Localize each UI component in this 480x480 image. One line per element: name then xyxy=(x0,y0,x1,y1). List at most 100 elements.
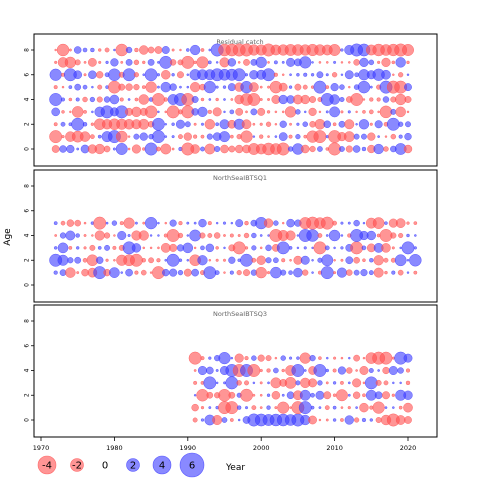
residual-bubble xyxy=(240,130,253,143)
residual-bubble xyxy=(183,268,192,277)
y-tick-label: 2 xyxy=(24,122,31,126)
residual-bubble xyxy=(82,257,88,263)
residual-bubble xyxy=(125,46,133,54)
legend-label: 2 xyxy=(130,461,136,472)
y-axis-3: 0 2 4 6 8 xyxy=(24,319,34,422)
residual-bubble xyxy=(280,269,287,276)
residual-bubble xyxy=(340,246,344,250)
residual-bubble xyxy=(113,258,116,262)
residual-bubble xyxy=(296,72,300,77)
residual-bubble xyxy=(60,121,66,127)
y-tick-label: 6 xyxy=(24,209,31,213)
residual-bubble xyxy=(320,216,334,230)
residual-bubble xyxy=(308,415,317,425)
residual-bubble xyxy=(193,380,198,385)
residual-bubble xyxy=(405,121,411,128)
residual-bubble xyxy=(109,94,120,105)
y-axis-label: Age xyxy=(3,228,13,246)
residual-bubble xyxy=(186,234,190,237)
residual-bubble xyxy=(361,146,367,152)
residual-bubble xyxy=(332,122,337,127)
residual-bubble xyxy=(164,258,168,262)
residual-bubble xyxy=(120,271,124,274)
residual-bubble xyxy=(59,232,67,239)
residual-bubble xyxy=(197,106,208,117)
residual-bubble xyxy=(144,68,158,82)
x-tick-label: 1990 xyxy=(180,444,197,452)
residual-bubble xyxy=(277,401,290,414)
residual-bubble xyxy=(355,369,358,372)
residual-bubble xyxy=(234,353,244,363)
residual-bubble xyxy=(398,134,403,139)
residual-bubble xyxy=(274,110,278,114)
residual-bubble xyxy=(134,97,139,102)
residual-bubble xyxy=(179,48,182,52)
residual-bubble xyxy=(169,83,177,91)
residual-bubble xyxy=(76,271,80,275)
residual-bubble xyxy=(381,69,391,80)
residual-bubble xyxy=(270,266,282,279)
residual-bubble xyxy=(237,61,241,64)
residual-bubble xyxy=(325,418,329,422)
residual-bubble xyxy=(127,135,131,138)
residual-bubble xyxy=(395,415,406,425)
residual-bubble xyxy=(328,44,341,56)
residual-bubble xyxy=(171,48,175,52)
residual-bubble xyxy=(355,110,358,114)
residual-bubble xyxy=(49,68,62,81)
residual-bubble xyxy=(347,221,351,225)
y-tick-label: 2 xyxy=(24,393,31,397)
residual-bubble xyxy=(321,254,334,267)
residual-bubble xyxy=(257,107,266,116)
residual-bubble xyxy=(361,245,367,251)
residual-bubble xyxy=(74,256,82,264)
residual-bubble xyxy=(347,405,351,410)
residual-bubble xyxy=(340,221,344,225)
residual-bubble xyxy=(404,96,412,103)
residual-bubble xyxy=(347,381,351,385)
residual-bubble xyxy=(164,135,168,138)
residual-bubble xyxy=(271,391,281,400)
legend-item: 2 xyxy=(126,458,140,472)
residual-bubble xyxy=(193,369,197,372)
residual-bubble xyxy=(289,258,292,262)
residual-bubble xyxy=(406,221,410,225)
residual-bubble xyxy=(65,230,76,241)
residual-bubble xyxy=(227,58,237,67)
y-axes: 0 2 4 6 8 0 2 4 6 8 0 2 4 6 8 xyxy=(24,48,34,422)
residual-bubble xyxy=(156,73,161,77)
residual-bubble xyxy=(82,96,88,103)
residual-bubble xyxy=(353,219,360,227)
residual-bubble xyxy=(184,121,191,128)
residual-bubble xyxy=(347,393,351,397)
residual-bubble xyxy=(252,135,256,138)
residual-bubble xyxy=(343,131,355,143)
residual-bubble xyxy=(225,401,239,415)
residual-bubble xyxy=(232,241,246,255)
residual-bubble xyxy=(191,403,199,412)
x-axis: 1970 1980 1990 2000 2010 2020 xyxy=(33,436,416,452)
residual-bubble xyxy=(186,221,190,225)
residual-bubble xyxy=(376,97,381,102)
residual-bubble xyxy=(73,46,82,54)
residual-bubble xyxy=(186,85,190,89)
residual-bubble xyxy=(61,110,65,114)
residual-bubble xyxy=(157,246,160,250)
residual-bubble xyxy=(288,356,293,360)
residual-bubble xyxy=(318,418,322,422)
residual-bubble xyxy=(169,219,177,227)
residual-bubble xyxy=(222,221,227,225)
residual-bubble xyxy=(108,68,121,81)
residual-bubble xyxy=(392,73,395,76)
residual-bubble xyxy=(148,257,155,264)
residual-bubble xyxy=(295,109,301,115)
residual-bubble xyxy=(215,369,219,372)
residual-bubble xyxy=(75,246,80,250)
residual-bubble xyxy=(276,241,290,255)
residual-bubble xyxy=(232,68,246,82)
residual-bubble xyxy=(406,60,410,65)
residual-bubble xyxy=(397,367,404,374)
residual-bubble xyxy=(358,119,370,130)
x-tick-label: 2010 xyxy=(326,444,343,452)
panel-frame-2 xyxy=(33,169,438,303)
